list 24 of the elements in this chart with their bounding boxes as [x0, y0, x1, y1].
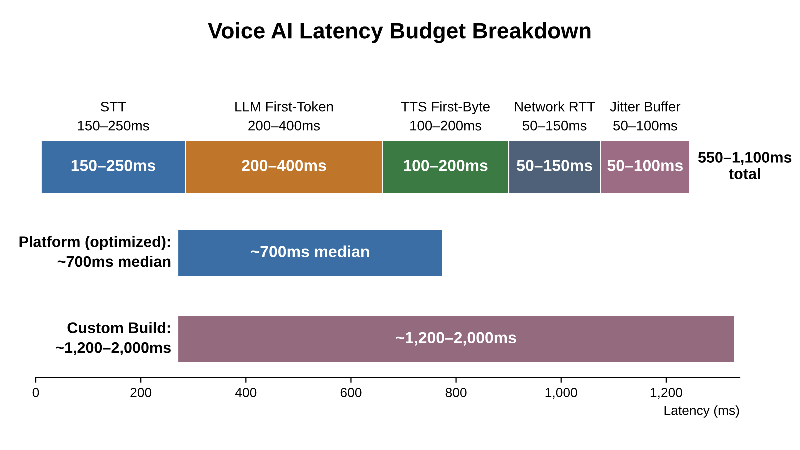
x-tick-label: 200 — [130, 388, 152, 398]
x-axis-title: Latency (ms) — [664, 406, 740, 418]
y-tick-label: Custom Build: ~1,200–2,000ms — [56, 322, 171, 356]
annotation: 50–100ms — [608, 160, 683, 172]
x-tick-label: 600 — [340, 388, 362, 398]
annotation: ~700ms median — [251, 246, 370, 258]
x-tick-label: 800 — [446, 388, 467, 398]
series-label: Network RTT 50–150ms — [515, 102, 596, 131]
y-tick-label: Platform (optimized): ~700ms median — [20, 236, 171, 268]
x-tick-label: 0 — [32, 388, 40, 398]
annotation: 200–400ms — [242, 160, 326, 172]
chart-title: Voice AI Latency Budget Breakdown — [208, 22, 591, 44]
annotation: ~1,200–2,000ms — [396, 332, 516, 346]
x-tick-label: 1,000 — [546, 388, 578, 399]
series-label: Jitter Buffer 50–100ms — [610, 102, 681, 131]
series-label: STT 150–250ms — [78, 102, 150, 131]
annotation: 100–200ms — [404, 160, 488, 172]
annotation: 50–150ms — [517, 160, 592, 172]
annotation: 550–1,100ms total — [698, 152, 792, 180]
x-tick-label: 400 — [235, 388, 257, 398]
x-tick-label: 1,200 — [650, 388, 682, 399]
series-label: TTS First-Byte 100–200ms — [401, 102, 490, 131]
annotation: 150–250ms — [72, 160, 156, 172]
series-label: LLM First-Token 200–400ms — [236, 102, 334, 131]
